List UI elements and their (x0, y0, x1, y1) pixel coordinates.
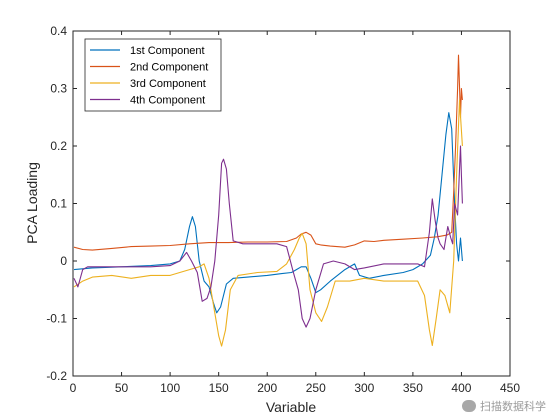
y-tick-label: 0.2 (50, 139, 67, 153)
watermark-text: 扫描数据科学 (480, 401, 546, 413)
series-lines (73, 54, 463, 347)
x-tick-label: 200 (257, 381, 277, 395)
series-line-3 (73, 99, 463, 347)
legend-entry-label: 1st Component (130, 45, 205, 57)
x-tick-label: 300 (354, 381, 374, 395)
y-axis-ticks: -0.2 -0.1 0 0.1 0.2 0.3 0.4 (46, 24, 510, 383)
y-tick-label: -0.1 (46, 312, 67, 326)
series-line-4 (73, 145, 463, 328)
y-tick-label: 0 (60, 254, 67, 268)
y-tick-label: -0.2 (46, 369, 67, 383)
x-tick-label: 50 (115, 381, 129, 395)
legend-entry-label: 2nd Component (130, 62, 208, 74)
y-axis-label: PCA Loading (24, 162, 40, 244)
x-tick-label: 150 (209, 381, 229, 395)
wechat-icon (462, 400, 476, 412)
x-tick-label: 400 (451, 381, 471, 395)
legend: 1st Component 2nd Component 3rd Component 4… (84, 38, 222, 112)
x-tick-label: 100 (160, 381, 180, 395)
x-tick-label: 450 (500, 381, 520, 395)
y-tick-label: 0.4 (50, 24, 67, 38)
legend-entry-label: 3rd Component (130, 78, 206, 90)
x-axis-ticks: 0 50 100 150 200 250 300 350 400 450 (70, 31, 520, 395)
x-axis-label: Variable (266, 399, 317, 415)
series-line-2 (73, 54, 463, 251)
watermark: 扫描数据科学 (462, 398, 546, 414)
x-tick-label: 250 (306, 381, 326, 395)
x-tick-label: 350 (403, 381, 423, 395)
y-tick-label: 0.1 (50, 197, 67, 211)
y-tick-label: 0.3 (50, 82, 67, 96)
legend-entry-label: 4th Component (130, 95, 205, 107)
x-tick-label: 0 (70, 381, 77, 395)
series-line-1 (73, 112, 463, 314)
